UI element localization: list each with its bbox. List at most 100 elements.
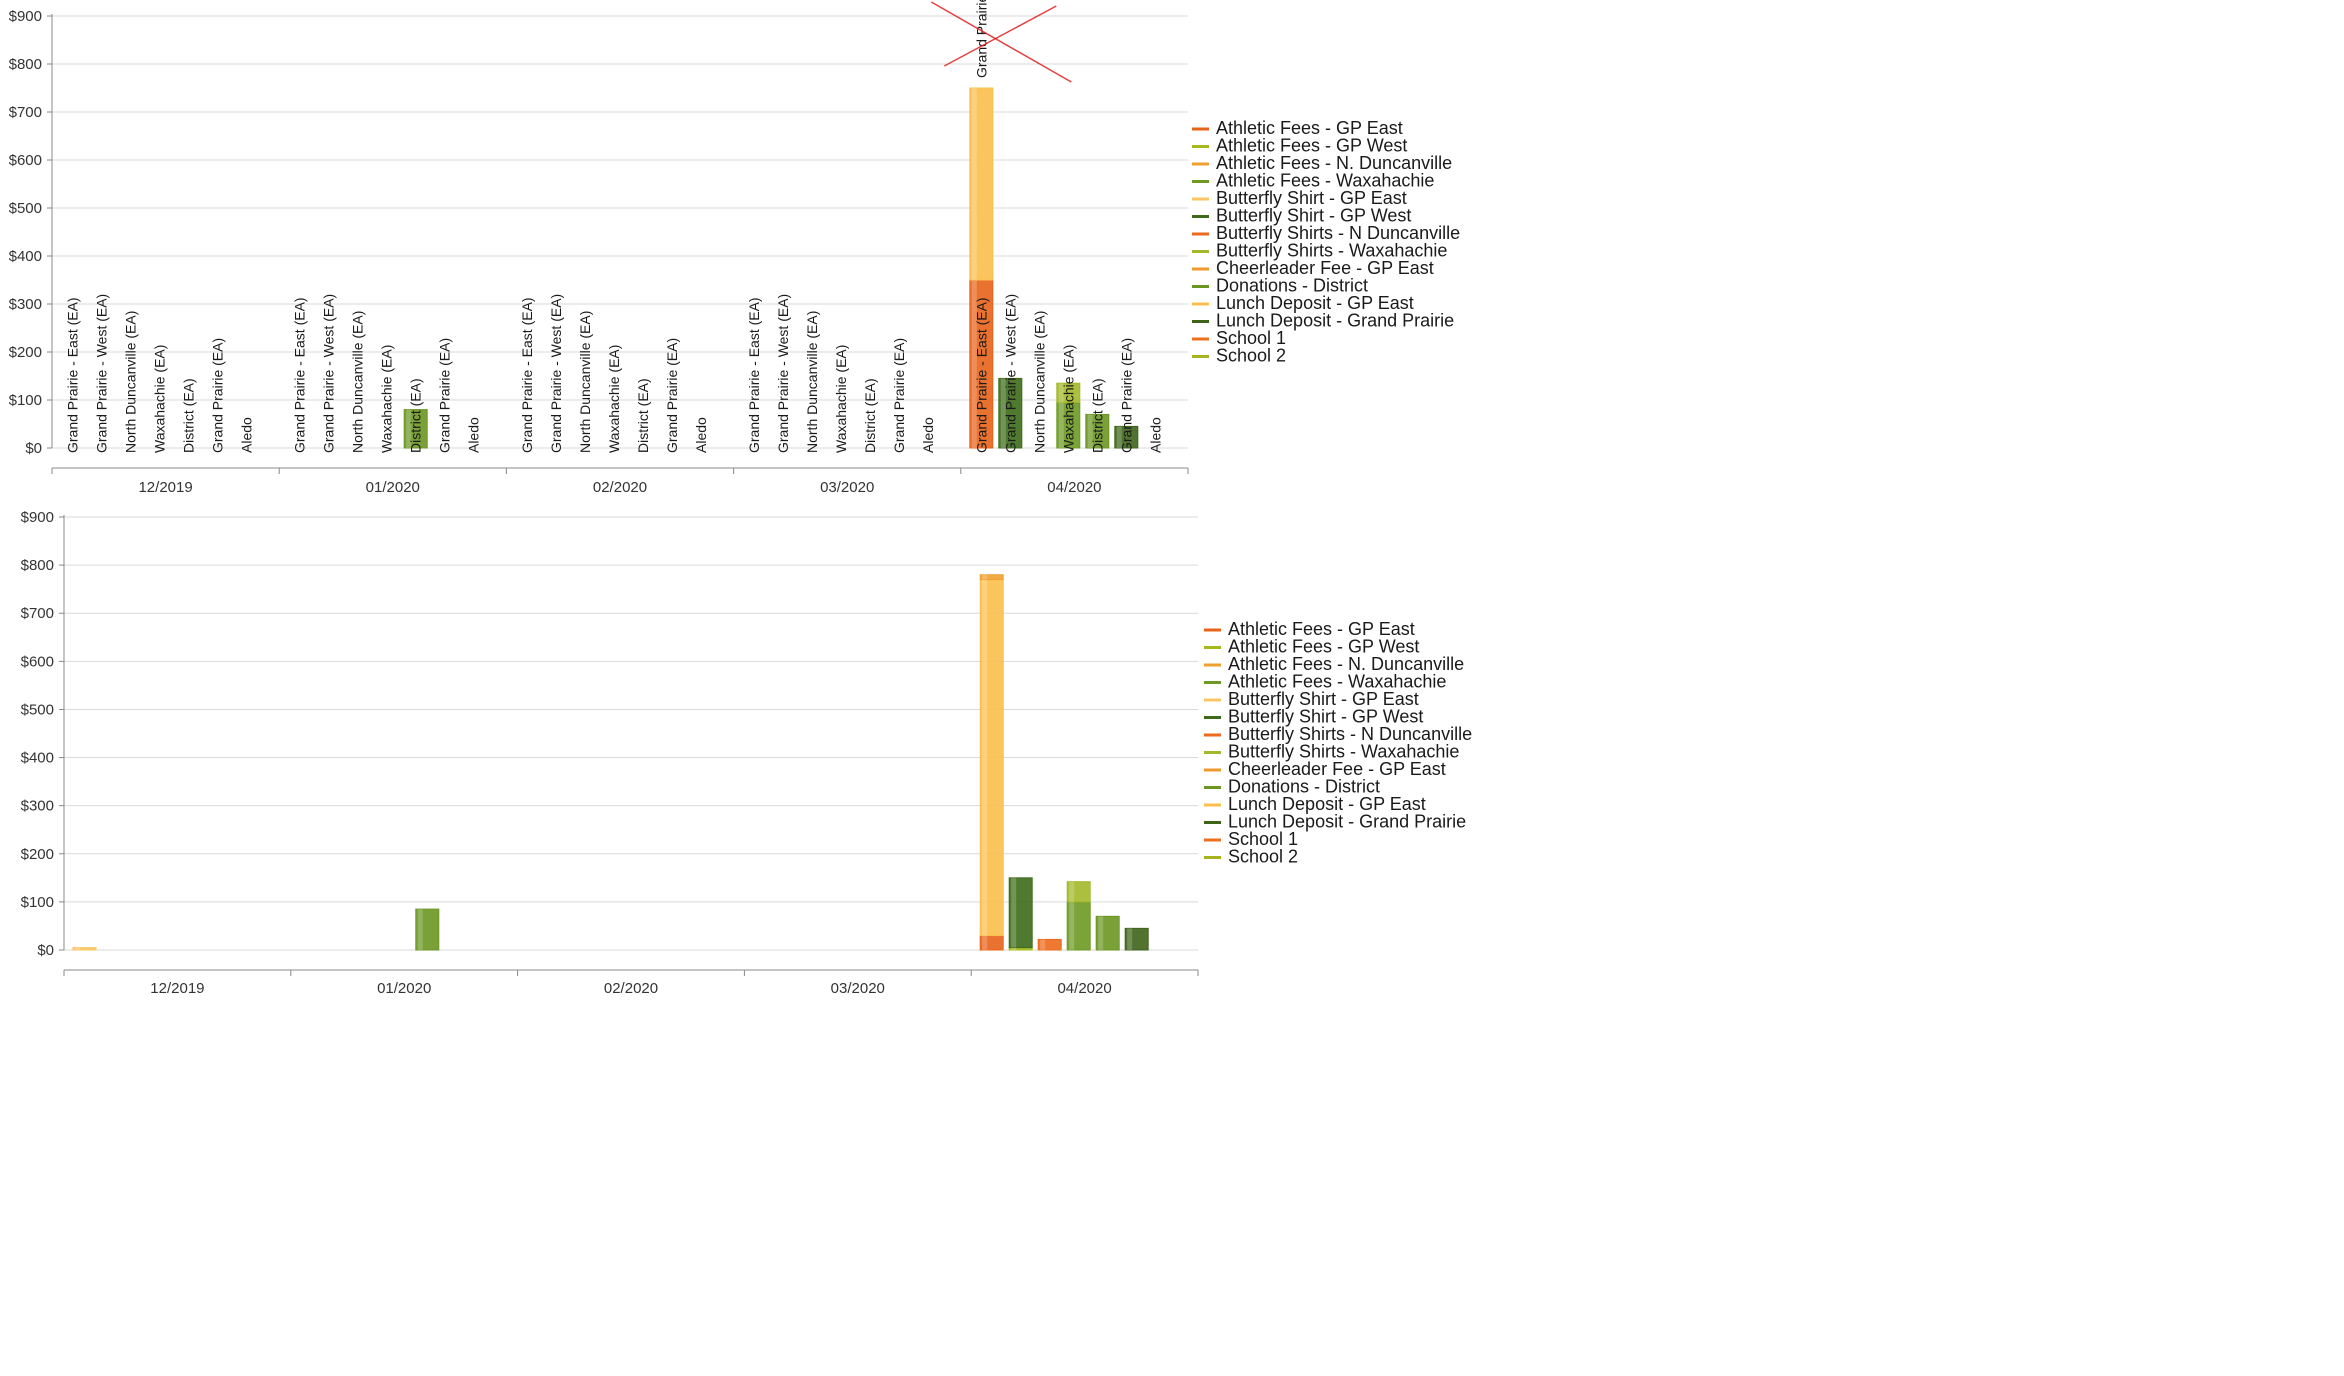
bar-label: Grand Prairie (EA): [891, 338, 907, 453]
x-tick-label: 02/2020: [604, 980, 658, 997]
legend-label: Butterfly Shirts - Waxahachie: [1216, 241, 1447, 261]
bar-highlight: [1098, 916, 1104, 950]
bar-segment: [1095, 915, 1120, 951]
bar-highlight: [417, 909, 423, 950]
chart-top: $0 $100 $200 $300 $400 $500 $600 $700 $800 $900 12…: [9, 0, 1460, 496]
bar-label: Aledo: [466, 417, 482, 453]
bar-label: Aledo: [693, 417, 709, 453]
bar-highlight: [971, 88, 977, 280]
bar-label: North Duncanville (EA): [577, 311, 593, 453]
bar-label: Grand Prairie - West (EA): [94, 294, 110, 453]
legend-label: Butterfly Shirt - GP West: [1216, 206, 1411, 226]
bar-segment: [1056, 382, 1081, 403]
chart-bottom: $0 $100 $200 $300 $400 $500 $600 $700 $800 $900 12…: [21, 509, 1472, 997]
bar-label: Grand Prairie - West (EA): [775, 294, 791, 453]
legend-label: Lunch Deposit - GP East: [1228, 794, 1426, 814]
bar-label: Waxahachie (EA): [1060, 345, 1076, 453]
bar-label: Grand Prairie - West (EA): [321, 294, 337, 453]
bar-highlight: [1127, 928, 1133, 950]
bar-label: Waxahachie (EA): [606, 345, 622, 453]
y-tick-label: $0: [25, 440, 42, 457]
overflow-bar-label: Grand Prairie: [973, 0, 989, 78]
bar-highlight: [1116, 426, 1122, 448]
bar-label: Waxahachie (EA): [379, 345, 395, 453]
y-tick-label: $800: [9, 56, 42, 73]
y-tick-label: $500: [21, 701, 54, 718]
bar-label: Aledo: [1147, 417, 1163, 453]
bar-label: Grand Prairie - East (EA): [292, 297, 308, 453]
x-tick-label: 01/2020: [366, 479, 420, 496]
y-tick-label: $200: [21, 846, 54, 863]
bar-label: District (EA): [1089, 378, 1105, 453]
bar-label: Grand Prairie - East (EA): [65, 297, 81, 453]
bar-label: Grand Prairie - West (EA): [548, 294, 564, 453]
bar-highlight: [75, 947, 80, 950]
bar-segment: [1066, 881, 1091, 903]
bar-label: Grand Prairie (EA): [210, 338, 226, 453]
bar-highlight: [1011, 877, 1017, 948]
legend-label: Athletic Fees - N. Duncanville: [1228, 654, 1464, 674]
bar-label: North Duncanville (EA): [1031, 311, 1047, 453]
y-tick-label: $700: [9, 104, 42, 121]
legend-label: School 1: [1216, 328, 1286, 348]
legend-label: Athletic Fees - GP East: [1228, 619, 1415, 639]
y-tick-label: $300: [21, 798, 54, 815]
y-tick-label: $100: [9, 392, 42, 409]
bar-label: Waxahachie (EA): [833, 345, 849, 453]
bar-segment: [1085, 413, 1110, 449]
x-tick-label: 04/2020: [1047, 479, 1101, 496]
y-tick-label: $0: [37, 942, 54, 959]
bar-label: North Duncanville (EA): [350, 311, 366, 453]
x-tick-label: 02/2020: [593, 479, 647, 496]
legend-label: Cheerleader Fee - GP East: [1228, 759, 1446, 779]
bar-segment: [403, 409, 428, 449]
x-tick-label: 04/2020: [1057, 980, 1111, 997]
legend-label: Butterfly Shirt - GP East: [1216, 188, 1407, 208]
bar-label: Grand Prairie - East (EA): [973, 297, 989, 453]
legend-label: Athletic Fees - GP East: [1216, 118, 1403, 138]
y-tick-label: $900: [9, 8, 42, 25]
bar-highlight: [1011, 947, 1017, 950]
bar-highlight: [1069, 881, 1075, 902]
legend-label: Butterfly Shirts - N Duncanville: [1216, 223, 1460, 243]
bar-segment: [1037, 938, 1062, 951]
bar-label: Grand Prairie - East (EA): [519, 297, 535, 453]
bar-label: District (EA): [408, 378, 424, 453]
legend-label: Athletic Fees - GP West: [1228, 637, 1419, 657]
bar-segment: [72, 947, 97, 951]
y-tick-label: $600: [21, 653, 54, 670]
y-tick-label: $400: [21, 750, 54, 767]
legend-label: Donations - District: [1228, 777, 1380, 797]
bar-highlight: [1040, 939, 1046, 950]
bar-label: Grand Prairie - West (EA): [1002, 294, 1018, 453]
legend-label: Butterfly Shirts - N Duncanville: [1228, 724, 1472, 744]
y-tick-label: $800: [21, 557, 54, 574]
bar-highlight: [982, 935, 988, 950]
bar-label: Grand Prairie (EA): [1118, 338, 1134, 453]
bar-label: Aledo: [239, 417, 255, 453]
bar-segment: [1008, 877, 1033, 949]
legend-label: Lunch Deposit - Grand Prairie: [1228, 812, 1466, 832]
bar-highlight: [1087, 414, 1093, 448]
legend-label: School 2: [1216, 346, 1286, 366]
y-tick-label: $200: [9, 344, 42, 361]
bar-segment: [998, 377, 1023, 449]
red-cross-line: [943, 5, 1057, 67]
legend-label: Lunch Deposit - Grand Prairie: [1216, 311, 1454, 331]
bar-label: District (EA): [862, 378, 878, 453]
legend-label: Butterfly Shirts - Waxahachie: [1228, 742, 1459, 762]
y-tick-label: $100: [21, 894, 54, 911]
bar-label: District (EA): [635, 378, 651, 453]
x-tick-label: 12/2019: [150, 980, 204, 997]
red-cross-line: [930, 1, 1072, 83]
bar-highlight: [1058, 383, 1064, 403]
bar-highlight: [1069, 901, 1075, 950]
x-tick-label: 01/2020: [377, 980, 431, 997]
y-tick-label: $700: [21, 605, 54, 622]
y-tick-label: $400: [9, 248, 42, 265]
legend-label: Lunch Deposit - GP East: [1216, 293, 1414, 313]
x-tick-label: 03/2020: [831, 980, 885, 997]
bar-highlight: [1000, 378, 1006, 448]
x-tick-label: 03/2020: [820, 479, 874, 496]
